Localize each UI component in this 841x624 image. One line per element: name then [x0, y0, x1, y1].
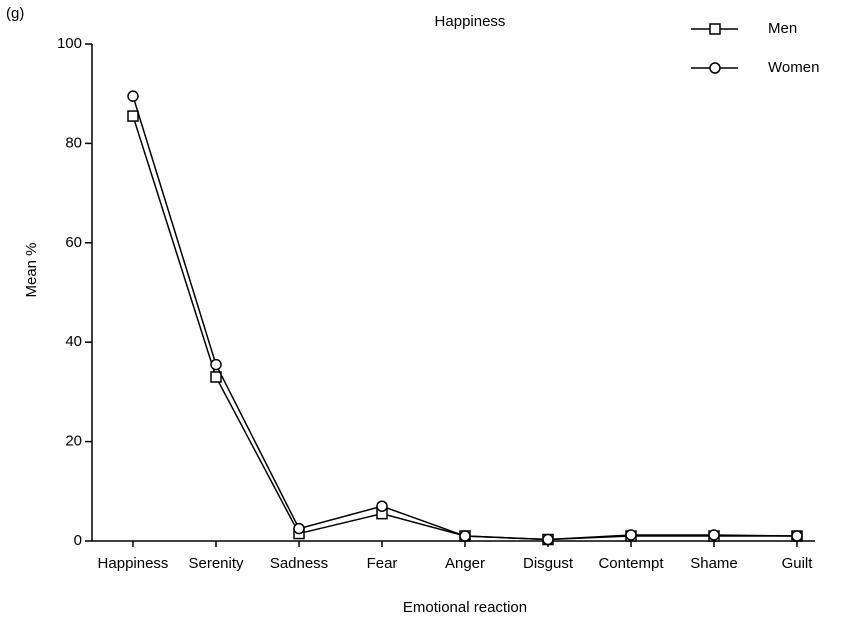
y-tick-label: 60 — [65, 234, 82, 251]
data-point — [293, 522, 305, 535]
x-axis-label: Emotional reaction — [403, 599, 527, 616]
data-point — [376, 500, 388, 512]
y-axis-label: Mean % — [23, 242, 40, 297]
series-line — [132, 95, 798, 541]
y-tick-label: 0 — [74, 532, 82, 549]
x-tick-label: Happiness — [98, 555, 169, 572]
legend-marker — [709, 23, 721, 35]
data-point — [127, 90, 139, 102]
x-tick-label: Contempt — [598, 555, 664, 572]
x-tick-label: Shame — [690, 555, 738, 572]
x-tick-label: Fear — [367, 555, 398, 572]
y-tick-label: 20 — [65, 433, 82, 450]
x-tick-label: Anger — [445, 555, 485, 572]
x-tick-label: Sadness — [270, 555, 328, 572]
panel-label: (g) — [6, 5, 24, 22]
y-tick-label: 80 — [65, 134, 82, 151]
x-tick-label: Disgust — [523, 555, 574, 572]
data-point — [210, 358, 222, 371]
data-point — [708, 529, 720, 541]
data-point — [625, 529, 637, 541]
data-point — [127, 110, 139, 122]
x-tick-label: Guilt — [782, 555, 814, 572]
data-point — [459, 530, 471, 542]
data-point — [542, 533, 554, 546]
legend-marker — [709, 62, 721, 74]
legend-label: Women — [768, 59, 819, 76]
legend-label: Men — [768, 20, 797, 37]
y-tick-label: 100 — [57, 35, 82, 52]
y-tick-label: 40 — [65, 333, 82, 350]
data-point — [210, 371, 222, 383]
x-tick-label: Serenity — [188, 555, 244, 572]
data-point — [791, 530, 803, 542]
series-line — [132, 115, 797, 541]
chart-title: Happiness — [435, 13, 506, 30]
